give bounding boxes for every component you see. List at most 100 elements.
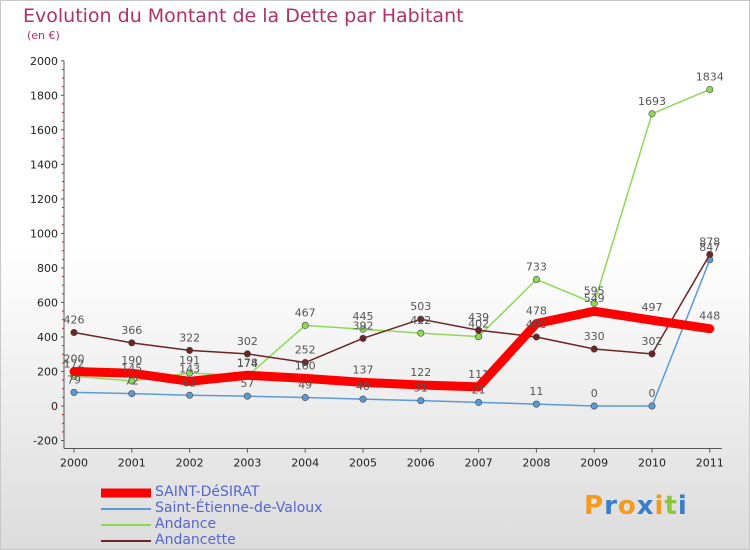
data-label: 178	[237, 356, 258, 369]
data-label: 448	[699, 310, 720, 323]
y-tick-label: 1200	[30, 193, 58, 206]
x-tick-label: 2006	[407, 457, 435, 470]
data-point	[301, 321, 309, 329]
logo-letter: r	[604, 491, 618, 521]
data-point	[590, 345, 598, 353]
data-point	[128, 377, 136, 385]
data-point	[417, 315, 425, 323]
data-point	[706, 250, 714, 258]
data-point	[359, 395, 367, 403]
data-label: 252	[295, 344, 316, 357]
data-label: 1834	[696, 70, 724, 83]
data-label: 145	[121, 362, 142, 375]
series-line-3	[73, 253, 711, 364]
data-label: 467	[295, 306, 316, 319]
data-point	[475, 398, 483, 406]
y-tick-label: 2000	[30, 55, 58, 68]
x-tick-label: 2008	[522, 457, 550, 470]
data-point	[532, 275, 540, 283]
series-line-0	[69, 306, 715, 392]
data-point	[128, 390, 136, 398]
data-point	[475, 326, 483, 334]
data-label: 72	[125, 375, 139, 388]
proxiti-logo: Proxiti	[584, 491, 688, 521]
data-point	[475, 333, 483, 341]
data-label: 549	[584, 292, 605, 305]
y-tick-label: 0	[51, 400, 58, 413]
data-point	[243, 392, 251, 400]
series-line-1	[73, 259, 711, 407]
data-label: 143	[179, 362, 200, 375]
series-line-2	[73, 88, 711, 382]
x-tick-label: 2002	[176, 457, 204, 470]
y-tick-label: 800	[37, 262, 58, 275]
data-label: 0	[649, 387, 656, 400]
y-tick-label: 1600	[30, 124, 58, 137]
data-point	[186, 369, 194, 377]
chart-axes: -200020040060080010001200140016001800200…	[30, 55, 724, 470]
data-point	[706, 85, 714, 93]
data-label: 40	[356, 380, 370, 393]
x-tick-label: 2005	[349, 457, 377, 470]
data-label: 191	[179, 354, 200, 367]
data-point	[590, 402, 598, 410]
logo-letter: t	[664, 491, 678, 521]
x-tick-label: 2009	[580, 457, 608, 470]
data-point	[301, 394, 309, 402]
data-label: 49	[298, 379, 312, 392]
legend-swatch	[101, 540, 151, 542]
y-tick-label: 1800	[30, 89, 58, 102]
data-label: 392	[353, 319, 374, 332]
logo-letter: i	[654, 491, 665, 521]
y-tick-label: 400	[37, 331, 58, 344]
x-tick-label: 2007	[465, 457, 493, 470]
data-label: 79	[67, 373, 81, 386]
data-label: 137	[353, 363, 374, 376]
data-label: 497	[642, 301, 663, 314]
data-point	[301, 359, 309, 367]
y-tick-label: 1000	[30, 227, 58, 240]
data-point	[532, 400, 540, 408]
data-point	[186, 391, 194, 399]
data-point	[532, 333, 540, 341]
data-label: 11	[529, 385, 543, 398]
data-label: 878	[699, 235, 720, 248]
data-label: 302	[642, 335, 663, 348]
data-point	[417, 329, 425, 337]
data-label: 302	[237, 335, 258, 348]
data-label: 422	[410, 314, 431, 327]
logo-letter: x	[636, 491, 655, 521]
data-label: 172	[64, 357, 85, 370]
data-point	[128, 339, 136, 347]
data-label: 503	[410, 300, 431, 313]
data-point	[359, 334, 367, 342]
x-tick-label: 2000	[60, 457, 88, 470]
data-label: 21	[472, 383, 486, 396]
y-tick-label: 200	[37, 365, 58, 378]
data-label: 595	[584, 284, 605, 297]
data-label: 400	[526, 318, 547, 331]
data-point	[243, 350, 251, 358]
data-label: 426	[64, 313, 85, 326]
data-labels-layer: 200 190 143 178 160 137 122 111 478 549 497 448 79 72…	[64, 70, 724, 400]
logo-letter: i	[677, 491, 688, 521]
data-point	[590, 299, 598, 307]
chart-subtitle: (en €)	[27, 29, 60, 42]
data-label: 160	[295, 359, 316, 372]
data-point	[70, 328, 78, 336]
data-point	[648, 350, 656, 358]
data-label: 322	[179, 331, 200, 344]
data-label: 0	[591, 387, 598, 400]
legend-label: Saint-Étienne-de-Valoux	[155, 500, 323, 516]
data-label: 366	[121, 324, 142, 337]
data-label: 439	[468, 311, 489, 324]
data-label: 478	[526, 304, 547, 317]
data-label: 200	[64, 352, 85, 365]
series-layer	[69, 85, 715, 410]
y-tick-label: 1400	[30, 158, 58, 171]
legend-swatch	[101, 524, 151, 526]
x-tick-label: 2004	[291, 457, 319, 470]
data-label: 111	[468, 368, 489, 381]
